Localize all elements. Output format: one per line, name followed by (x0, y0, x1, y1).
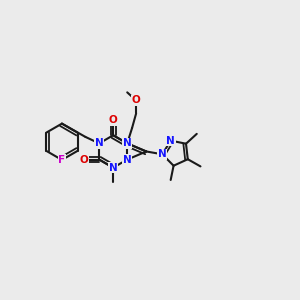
Text: F: F (58, 155, 65, 165)
Text: O: O (109, 115, 118, 125)
Text: O: O (80, 154, 88, 165)
Text: O: O (132, 95, 140, 106)
Text: N: N (123, 138, 132, 148)
Text: N: N (166, 136, 175, 146)
Text: N: N (158, 149, 167, 159)
Text: N: N (123, 154, 132, 165)
Text: N: N (109, 163, 118, 173)
Text: N: N (95, 138, 103, 148)
